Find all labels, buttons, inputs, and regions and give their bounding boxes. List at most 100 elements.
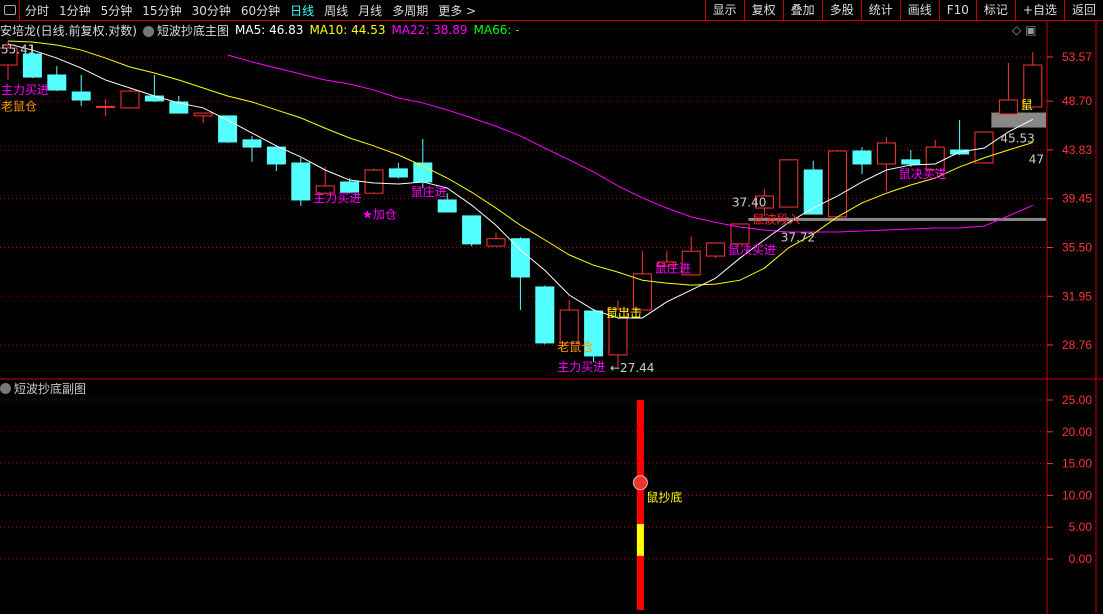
sub-y-tick-label: 5.00: [1069, 520, 1093, 534]
candle-down: [291, 162, 311, 201]
ma5-line: [7, 43, 1034, 319]
period-tab[interactable]: 日线: [290, 3, 315, 18]
candle-down: [901, 159, 921, 165]
toolbar-button[interactable]: 叠加: [782, 0, 822, 20]
price-label: 47: [1029, 153, 1044, 167]
signal-label: 鼠: [1021, 98, 1033, 112]
panel-toggle-icon[interactable]: [0, 0, 20, 20]
chart-title-bar: 安培龙(日线.前复权.对数) 短波抄底主图 MA5: 46.83 MA10: 4…: [0, 21, 526, 39]
candle-up: [730, 223, 750, 245]
candle-down: [535, 286, 555, 344]
toolbar-button[interactable]: 多股: [821, 0, 861, 20]
period-tab[interactable]: 60分钟: [240, 3, 281, 18]
candle-up: [974, 131, 994, 164]
y-tick-label: 35.50: [1062, 241, 1092, 255]
period-tab[interactable]: 1分钟: [59, 3, 91, 18]
toolbar-button[interactable]: F10: [938, 0, 976, 20]
y-tick-label: 39.45: [1062, 192, 1092, 206]
y-tick-label: 43.83: [1062, 143, 1092, 157]
period-tab[interactable]: 15分钟: [142, 3, 182, 18]
candle-up: [96, 105, 116, 108]
sub-y-tick-label: 10.00: [1062, 488, 1092, 502]
period-tab[interactable]: 周线: [324, 3, 349, 18]
price-label: 55.41: [1, 42, 35, 56]
candle-up: [315, 185, 335, 194]
signal-bar-highlight: [636, 524, 644, 556]
candle-up: [1023, 64, 1043, 108]
signal-label: 老鼠仓: [1, 100, 37, 114]
level-line: [748, 217, 1046, 221]
chart-tools: ◇ ▣: [1012, 23, 1036, 37]
ma10-value: MA10: 44.53: [309, 23, 386, 37]
sub-y-tick-label: 20.00: [1062, 425, 1092, 439]
signal-label: 鼠波段入: [752, 211, 800, 226]
signal-label: 主力买进: [313, 191, 361, 205]
candle-up: [706, 242, 726, 257]
signal-label: 鼠庄进: [655, 261, 691, 276]
candle-up: [632, 273, 652, 311]
candle-down: [144, 95, 164, 102]
sub-chart-title[interactable]: 短波抄底副图: [0, 380, 86, 397]
toolbar-button[interactable]: 画线: [899, 0, 939, 20]
toolbar-button[interactable]: 标记: [975, 0, 1015, 20]
candle-down: [242, 139, 262, 148]
function-buttons: 显示 复权 叠加 多股 统计 画线 F10 标记 +自选 返回: [704, 0, 1103, 20]
ma66-value: MA66: -: [473, 23, 520, 37]
candle-down: [852, 150, 872, 165]
candle-down: [584, 310, 604, 357]
diamond-icon[interactable]: ◇: [1012, 23, 1022, 37]
candle-down: [803, 169, 823, 215]
stock-title: 安培龙(日线.前复权.对数): [0, 23, 137, 38]
candle-down: [169, 101, 189, 114]
sub-y-tick-label: 0.00: [1069, 552, 1093, 566]
period-tab[interactable]: 更多 >: [438, 3, 477, 18]
sub-y-tick-label: 15.00: [1062, 457, 1092, 471]
candle-up: [828, 150, 848, 218]
level-band: [991, 112, 1046, 128]
candle-down: [510, 238, 530, 278]
period-tab[interactable]: 5分钟: [100, 3, 133, 18]
ma22-line: [227, 54, 1034, 233]
sub-signal-label: 鼠抄底: [646, 490, 682, 505]
sub-y-tick-label: 25.00: [1062, 393, 1092, 407]
price-label: 45.53: [1000, 132, 1034, 146]
ma5-value: MA5: 46.83: [235, 23, 304, 37]
candle-down: [47, 74, 67, 91]
candle-up: [657, 261, 677, 267]
period-tab[interactable]: 分时: [25, 3, 50, 18]
period-toolbar: 分时 1分钟 5分钟 15分钟 30分钟 60分钟 日线 周线 月线 多周期 更多 > 显示 复权 叠加…: [0, 0, 1103, 21]
toolbar-button[interactable]: 显示: [704, 0, 744, 20]
toolbar-button[interactable]: +自选: [1014, 0, 1064, 20]
signal-label: ★加仓: [362, 207, 397, 221]
indicator-title[interactable]: 短波抄底主图: [143, 22, 229, 39]
period-tab[interactable]: 月线: [358, 3, 383, 18]
signal-bar: [636, 400, 644, 610]
y-tick-label: 28.76: [1062, 338, 1092, 352]
ma22-value: MA22: 38.89: [391, 23, 468, 37]
ball-marker-icon: [632, 475, 648, 491]
price-label: 37.72: [781, 231, 815, 245]
period-tab[interactable]: 多周期: [392, 3, 429, 18]
candle-up: [559, 309, 579, 344]
candle-down: [266, 146, 286, 165]
signal-label: 鼠出击: [606, 306, 642, 320]
dropdown-icon[interactable]: [143, 25, 154, 37]
toolbar-button[interactable]: 统计: [860, 0, 900, 20]
panel-icon[interactable]: ▣: [1025, 23, 1037, 37]
period-tab[interactable]: 30分钟: [191, 3, 231, 18]
toolbar-button[interactable]: 返回: [1063, 0, 1103, 20]
signal-label: 鼠庄进: [411, 184, 447, 199]
candle-down: [388, 168, 408, 178]
dropdown-icon[interactable]: [0, 383, 11, 394]
candle-up: [193, 112, 213, 117]
candle-down: [71, 91, 91, 101]
y-tick-label: 53.57: [1062, 50, 1092, 64]
candle-up: [876, 142, 896, 165]
candle-up: [486, 238, 506, 247]
candle-down: [462, 215, 482, 245]
toolbar-button[interactable]: 复权: [743, 0, 783, 20]
candle-up: [681, 250, 701, 276]
candle-up: [364, 169, 384, 194]
candle-up: [120, 90, 140, 109]
